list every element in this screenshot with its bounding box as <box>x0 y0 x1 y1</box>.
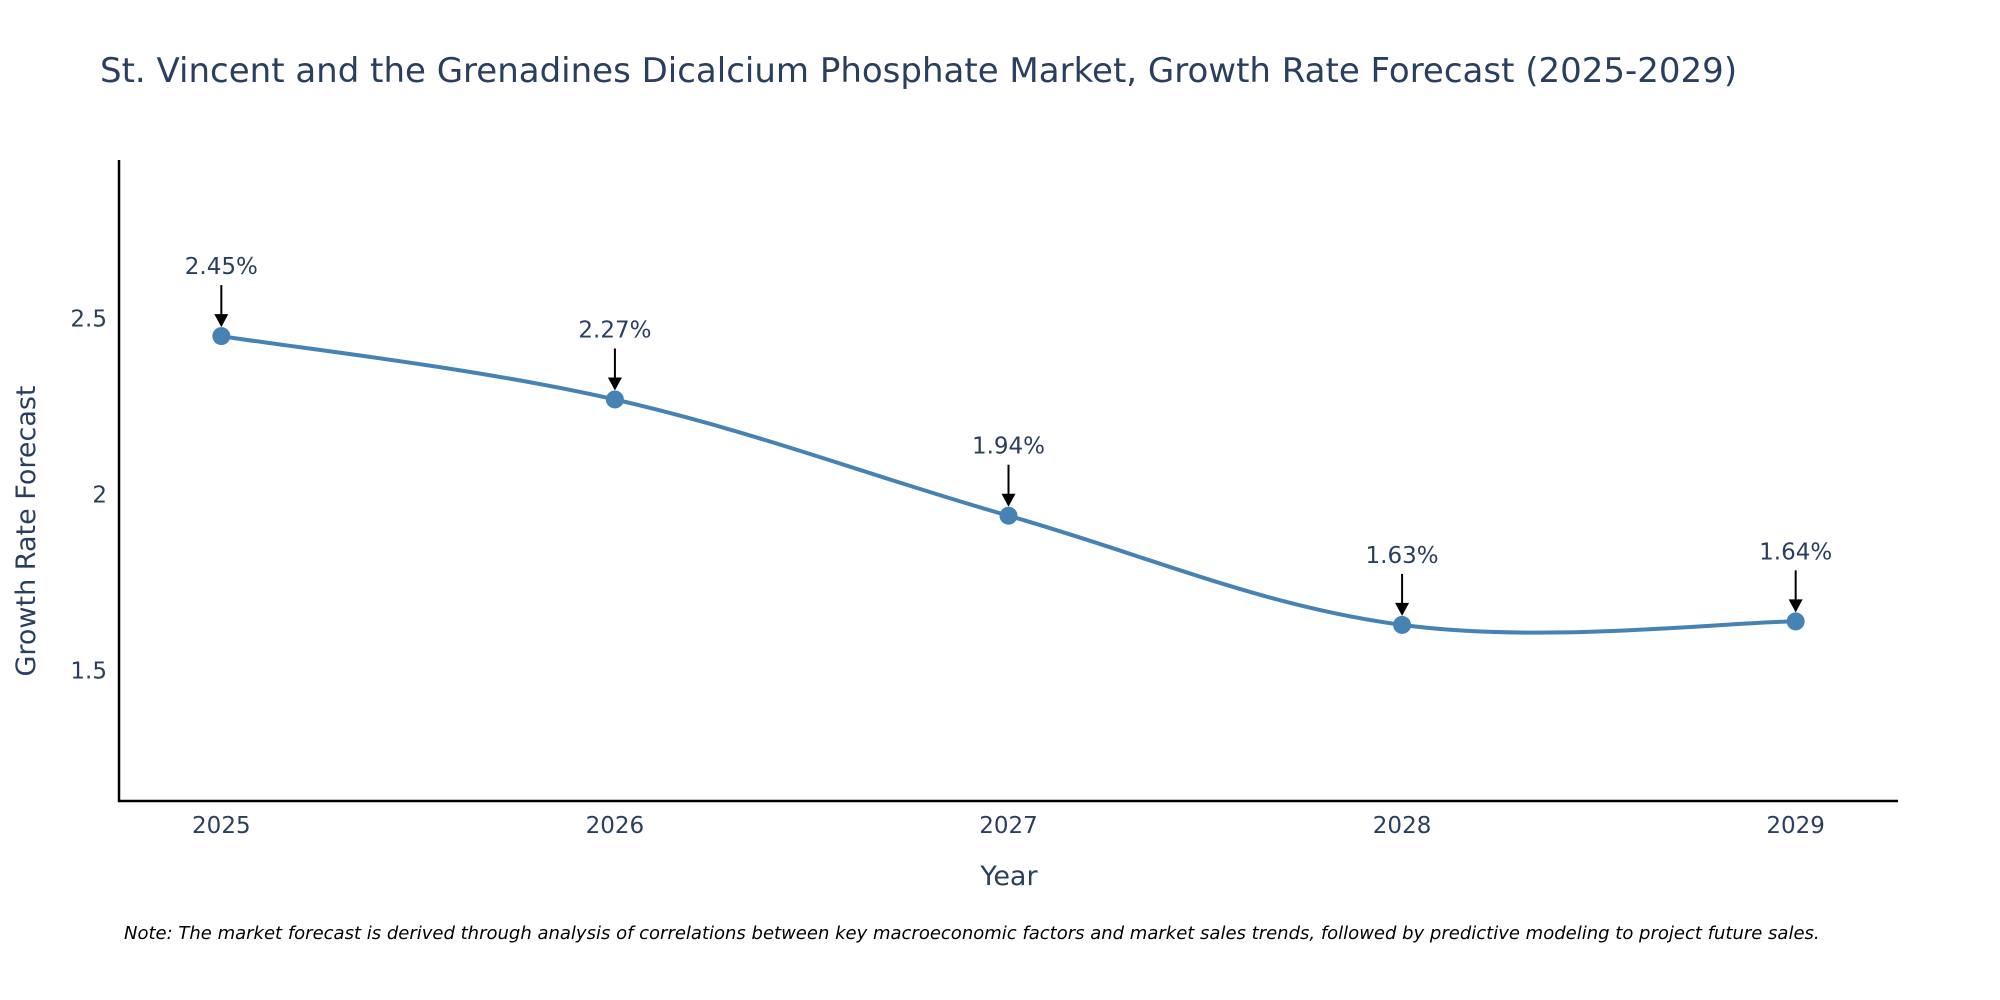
annotation-arrow-head <box>1788 599 1803 613</box>
x-axis: 2025 2026 2027 2028 2029 <box>118 799 1898 839</box>
annotation-arrow-head <box>1001 493 1016 507</box>
y-axis-title: Growth Rate Forecast <box>11 385 42 676</box>
chart-title: St. Vincent and the Grenadines Dicalcium… <box>100 51 1737 91</box>
data-label-2027: 1.94% <box>972 434 1045 460</box>
x-tick-label: 2027 <box>979 813 1038 839</box>
data-label-2028: 1.63% <box>1366 543 1439 569</box>
data-label-2026: 2.27% <box>578 317 651 343</box>
annotation-arrow-head <box>607 377 622 391</box>
data-point-2027[interactable] <box>999 506 1018 525</box>
y-axis: 1.5 2 2.5 <box>70 160 121 802</box>
data-point-2028[interactable] <box>1393 615 1412 634</box>
annotation-layer: 2.45% 2.27% 1.94% 1.63% 1.64% <box>185 254 1832 616</box>
y-tick-label: 1.5 <box>70 659 107 685</box>
annotation-arrow-head <box>1395 602 1410 616</box>
data-label-2025: 2.45% <box>185 254 258 280</box>
x-tick-label: 2029 <box>1766 813 1825 839</box>
x-tick-label: 2025 <box>192 813 251 839</box>
annotation-arrow-head <box>214 314 229 328</box>
y-tick-label: 2.5 <box>70 306 107 332</box>
data-point-2026[interactable] <box>605 390 624 409</box>
y-tick-label: 2 <box>92 483 107 509</box>
data-label-2029: 1.64% <box>1759 539 1832 565</box>
series-layer <box>212 327 1805 635</box>
chart-note: Note: The market forecast is derived thr… <box>124 923 1820 944</box>
data-point-2025[interactable] <box>212 327 231 346</box>
x-axis-title: Year <box>979 861 1038 892</box>
x-tick-label: 2028 <box>1373 813 1432 839</box>
data-point-2029[interactable] <box>1786 612 1805 631</box>
x-tick-label: 2026 <box>586 813 645 839</box>
